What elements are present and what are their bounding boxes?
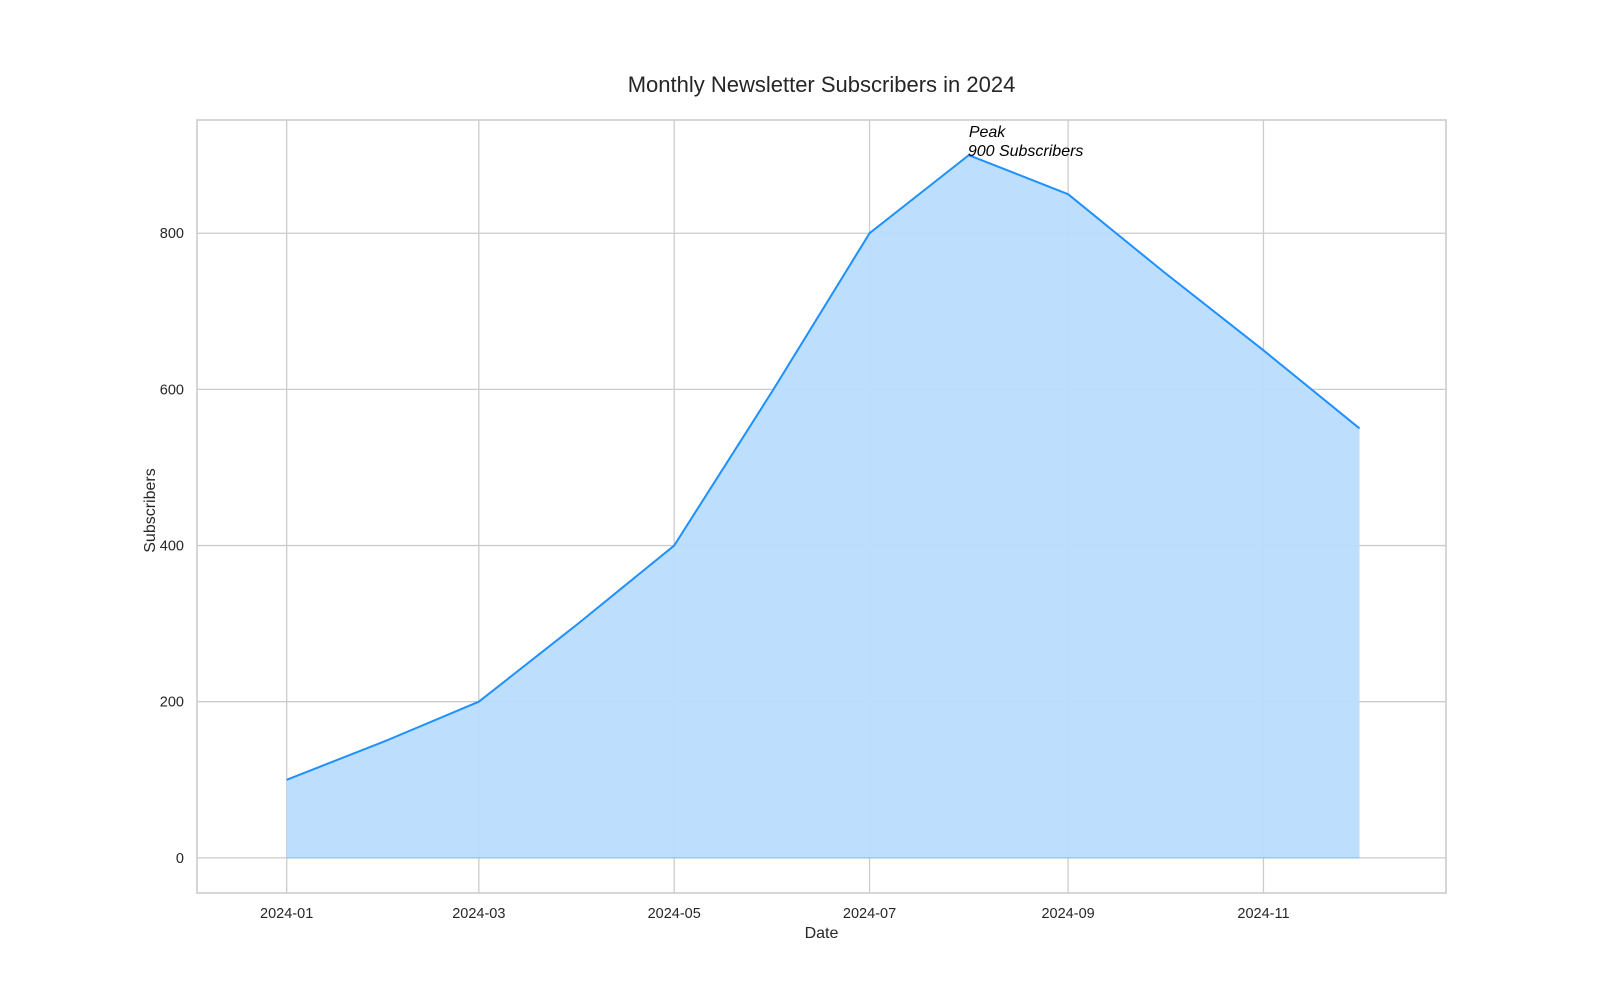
plot-frame xyxy=(196,119,1447,894)
x-axis-ticks: 2024-01 2024-03 2024-05 2024-07 2024-09 2024-… xyxy=(260,906,1289,922)
y-tick-label: 400 xyxy=(160,539,184,555)
peak-annotation-label: Peak xyxy=(969,124,1006,141)
x-tick-label: 2024-05 xyxy=(648,906,701,922)
x-tick-label: 2024-09 xyxy=(1041,906,1094,922)
y-tick-label: 800 xyxy=(160,226,184,242)
x-tick-label: 2024-01 xyxy=(260,906,313,922)
peak-annotation: Peak 900 Subscribers xyxy=(968,124,1084,160)
y-axis-label: Subscribers xyxy=(142,468,159,552)
y-tick-label: 0 xyxy=(176,851,184,867)
chart-title: Monthly Newsletter Subscribers in 2024 xyxy=(628,72,1016,97)
area-fill xyxy=(286,155,1360,858)
x-tick-label: 2024-07 xyxy=(843,906,896,922)
peak-annotation-value: 900 Subscribers xyxy=(968,143,1084,160)
plot-border xyxy=(196,119,1447,894)
y-tick-label: 200 xyxy=(160,695,184,711)
y-tick-label: 600 xyxy=(160,382,184,398)
x-tick-label: 2024-11 xyxy=(1237,906,1289,922)
y-axis-ticks: 0 200 400 600 800 xyxy=(160,226,184,867)
series-line xyxy=(286,154,1361,781)
x-axis-label: Date xyxy=(805,925,839,942)
area-series xyxy=(286,154,1361,859)
x-tick-label: 2024-03 xyxy=(452,906,505,922)
